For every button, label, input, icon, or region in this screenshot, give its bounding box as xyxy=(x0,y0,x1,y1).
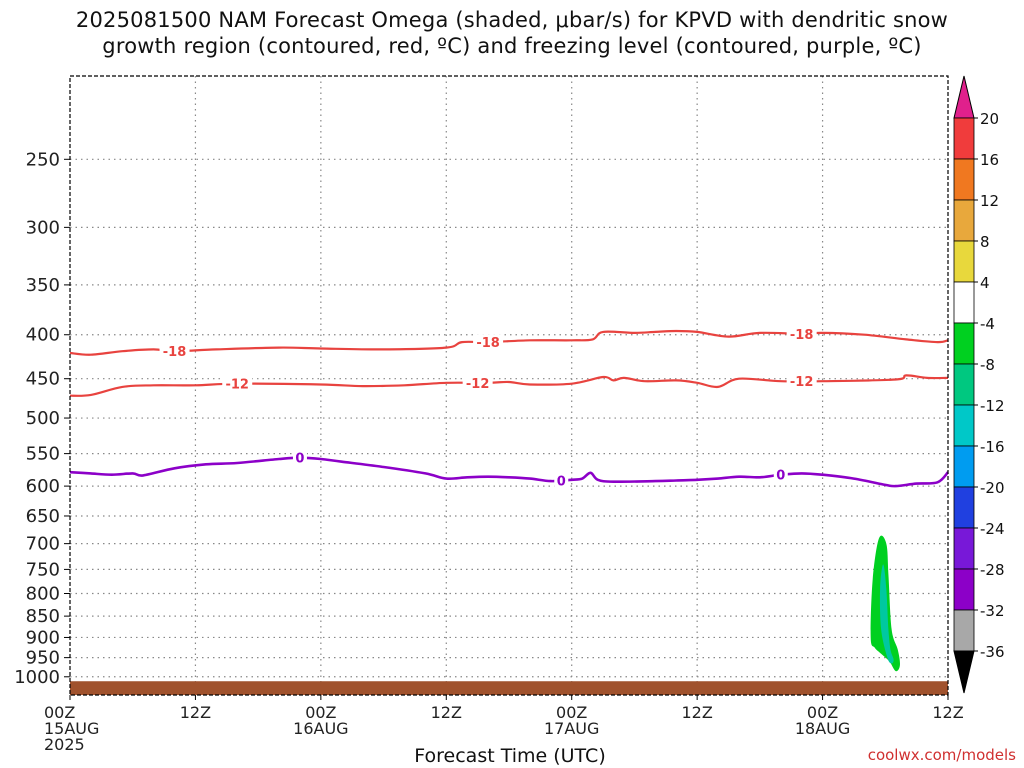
x-axis-label: Forecast Time (UTC) xyxy=(414,745,606,767)
contour-label: -12 xyxy=(790,375,814,390)
colorbar-label: -20 xyxy=(980,479,1005,497)
y-tick-label: 750 xyxy=(26,559,60,580)
y-tick-label: 900 xyxy=(26,627,60,648)
colorbar-label: 12 xyxy=(980,192,999,210)
x-tick-label: 12Z xyxy=(431,703,462,722)
colorbar: 20 16 12 8 4 -4 -8 -12 -16 -20 -24 -28 -32 -36 xyxy=(953,75,1005,694)
colorbar-swatch xyxy=(953,158,975,201)
contour-label-bg xyxy=(292,449,307,466)
contour-label: 0 xyxy=(295,452,304,467)
contour-label-bg xyxy=(473,334,504,351)
y-tick-label: 600 xyxy=(26,476,60,497)
colorbar-swatch xyxy=(953,240,975,283)
x-tick-label: 00Z xyxy=(807,703,838,722)
y-tick-label: 400 xyxy=(26,325,60,346)
y-tick-label: 700 xyxy=(26,534,60,555)
colorbar-bottom-arrow xyxy=(953,650,975,694)
x-tick-label: 17AUG xyxy=(544,719,599,738)
contour-label-bg xyxy=(786,325,817,342)
x-tick-label: 12Z xyxy=(932,703,963,722)
contour-label: 0 xyxy=(776,469,785,484)
x-tick-label: 00Z xyxy=(305,703,336,722)
x-tick-label: 12Z xyxy=(681,703,712,722)
y-tick-label: 300 xyxy=(26,217,60,238)
y-tick-label: 950 xyxy=(26,648,60,669)
contour-label-bg xyxy=(773,466,788,483)
colorbar-label: 20 xyxy=(980,110,999,128)
contour-label-bg xyxy=(554,472,569,489)
x-tick-label: 15AUG xyxy=(44,719,99,738)
colorbar-swatch xyxy=(953,527,975,570)
colorbar-swatch xyxy=(953,117,975,160)
x-tick-label: 00Z xyxy=(556,703,587,722)
y-tick-label: 550 xyxy=(26,444,60,465)
contour-label-bg xyxy=(462,374,493,391)
chart-title-line1: 2025081500 NAM Forecast Omega (shaded, μ… xyxy=(75,8,949,32)
y-tick-label: 850 xyxy=(26,606,60,627)
x-tick-label: 2025 xyxy=(44,735,85,754)
credit-link[interactable]: coolwx.com/models xyxy=(867,746,1016,764)
colorbar-top-arrow xyxy=(953,75,975,119)
x-tick-label: 16AUG xyxy=(293,719,348,738)
colorbar-swatch xyxy=(953,281,975,324)
colorbar-swatch xyxy=(953,609,975,652)
colorbar-swatch xyxy=(953,445,975,488)
colorbar-label: -36 xyxy=(980,643,1005,661)
colorbar-swatch xyxy=(953,199,975,242)
colorbar-label: 4 xyxy=(980,274,990,292)
contour-label: -18 xyxy=(790,328,814,343)
colorbar-label: -28 xyxy=(980,561,1005,579)
contour-label: -18 xyxy=(163,345,187,360)
colorbar-swatch xyxy=(953,404,975,447)
contour-label: 0 xyxy=(557,474,566,489)
y-tick-label: 650 xyxy=(26,506,60,527)
colorbar-label: 8 xyxy=(980,233,990,251)
contour-label: -12 xyxy=(466,377,490,392)
contour-label-bg xyxy=(222,375,253,392)
ground-strip xyxy=(70,681,948,695)
y-tick-label: 1000 xyxy=(14,667,60,688)
grid-lines xyxy=(70,76,948,695)
chart-title-line2: growth region (contoured, red, ºC) and f… xyxy=(102,34,922,58)
omega-shaded-region xyxy=(879,564,894,664)
colorbar-swatch xyxy=(953,322,975,365)
colorbar-label: -8 xyxy=(980,356,995,374)
x-tick-label: 18AUG xyxy=(795,719,850,738)
colorbar-swatch xyxy=(953,363,975,406)
colorbar-label: -16 xyxy=(980,438,1005,456)
contour-label: -18 xyxy=(476,336,500,351)
colorbar-label: -4 xyxy=(980,315,995,333)
contour-label-bg xyxy=(786,373,817,390)
y-tick-label: 250 xyxy=(26,149,60,170)
freezing-level-line xyxy=(69,456,949,488)
colorbar-label: -12 xyxy=(980,397,1005,415)
colorbar-swatch xyxy=(953,568,975,611)
y-tick-label: 800 xyxy=(26,583,60,604)
colorbar-label: 16 xyxy=(980,151,999,169)
y-tick-label: 350 xyxy=(26,275,60,296)
x-tick-label: 12Z xyxy=(180,703,211,722)
colorbar-label: -24 xyxy=(980,520,1005,538)
plot-frame xyxy=(69,75,949,696)
y-tick-label: 500 xyxy=(26,408,60,429)
x-tick-label: 00Z xyxy=(44,703,75,722)
colorbar-label: -32 xyxy=(980,602,1005,620)
colorbar-swatch xyxy=(953,486,975,529)
y-tick-label: 450 xyxy=(26,369,60,390)
contour-label-bg xyxy=(159,343,190,360)
contour-label: -12 xyxy=(225,378,249,393)
